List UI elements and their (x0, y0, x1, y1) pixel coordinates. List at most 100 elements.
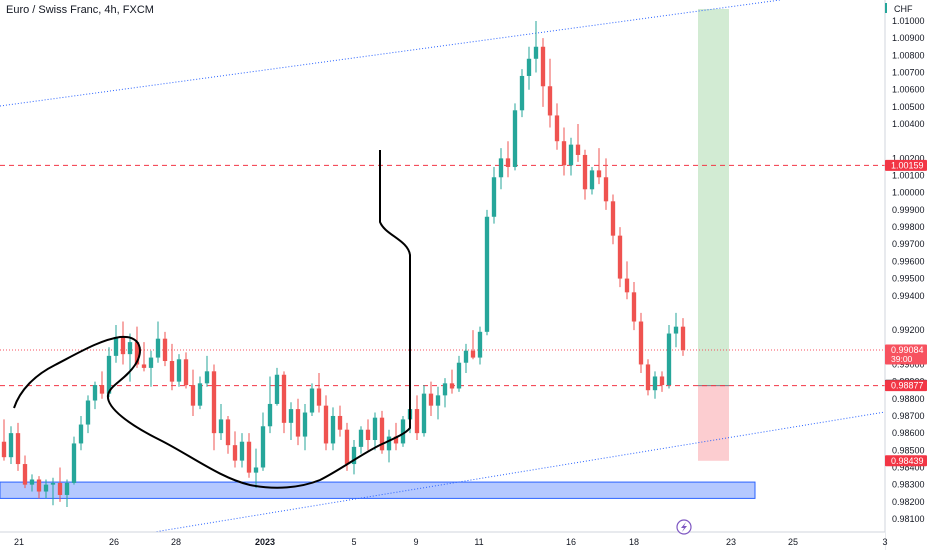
candle (477, 326, 483, 365)
candle-body (260, 426, 266, 468)
candle-body (484, 216, 490, 332)
candle (568, 137, 574, 176)
time-tick-label: 25 (788, 537, 798, 547)
candle-body (603, 177, 609, 202)
candle-body (64, 482, 70, 495)
candle-body (372, 417, 378, 441)
price-tick-label: 0.99800 (892, 222, 925, 232)
candle-body (624, 278, 630, 293)
candle-body (288, 409, 294, 423)
price-tick-label: 0.98200 (892, 497, 925, 507)
candle-body (148, 357, 154, 368)
candle-body (92, 385, 98, 401)
candle-body (120, 336, 126, 355)
candle-body (505, 158, 511, 167)
candles (1, 21, 686, 507)
candle (680, 318, 686, 356)
candle (652, 371, 658, 399)
candle (512, 103, 518, 171)
price-tick-label: 1.00600 (892, 85, 925, 95)
candle (442, 378, 448, 408)
candle (547, 58, 553, 128)
candle-body (659, 376, 665, 386)
time-tick-label: 11 (474, 537, 483, 547)
candle-body (8, 433, 14, 458)
price-tick-label: 0.99200 (892, 325, 925, 335)
price-label-bg (885, 380, 927, 392)
price-tick-label: 1.00000 (892, 188, 925, 198)
time-tick-label: 23 (726, 537, 736, 547)
candle (365, 419, 371, 451)
price-label-bg (885, 159, 927, 171)
candle-body (414, 409, 420, 434)
candle-body (309, 388, 315, 413)
time-axis-bg (0, 532, 885, 550)
candle (246, 433, 252, 478)
candle-body (204, 371, 210, 384)
candle-body (463, 350, 469, 363)
time-tick-label: 26 (109, 537, 119, 547)
candle (281, 371, 287, 434)
candle (225, 415, 231, 454)
candle-body (183, 359, 189, 386)
price-label-bg (885, 455, 927, 467)
price-label-text: 0.99084 (891, 345, 924, 355)
candle (218, 403, 224, 441)
price-tick-label: 1.00100 (892, 171, 925, 181)
candle-body (456, 362, 462, 389)
candle-body (568, 144, 574, 166)
candle (505, 141, 511, 178)
candle-body (169, 361, 175, 382)
time-tick-label: 18 (629, 537, 639, 547)
candle-body (22, 464, 28, 485)
candle-body (540, 46, 546, 87)
target-zone (698, 8, 729, 386)
candle (183, 352, 189, 389)
candle-body (99, 385, 105, 394)
candle (260, 412, 266, 471)
time-axis: 21 26 28 2023 5 9 11 16 18 23 25 3 (0, 531, 888, 550)
candle (309, 383, 315, 416)
support-zone-layer (0, 481, 756, 499)
candle (533, 21, 539, 73)
price-tick-label: 1.00800 (892, 50, 925, 60)
candle-body (106, 355, 112, 394)
candle (519, 69, 525, 118)
candle (617, 227, 623, 288)
candle-body (246, 441, 252, 473)
candle-body (680, 326, 686, 351)
candle (645, 359, 651, 396)
candle (379, 410, 385, 454)
candle-body (141, 364, 147, 368)
price-tick-label: 0.99400 (892, 291, 925, 301)
price-tick-label: 1.00200 (892, 153, 925, 163)
candle (540, 38, 546, 107)
price-label-bg (885, 344, 927, 365)
candle-body (470, 350, 476, 358)
candle (386, 429, 392, 463)
price-levels (0, 164, 885, 387)
candle-body (232, 445, 238, 461)
candle (638, 312, 644, 374)
candle (176, 354, 182, 387)
candle (624, 261, 630, 300)
candle-body (295, 409, 301, 437)
candle-body (512, 110, 518, 167)
candle (253, 448, 259, 489)
price-tick-label: 0.98300 (892, 480, 925, 490)
candle (414, 395, 420, 441)
price-tick-label: 1.01000 (892, 16, 925, 26)
candle-body (533, 46, 539, 59)
lightning-icon[interactable] (676, 519, 692, 535)
candle-body (575, 144, 581, 155)
candle-body (267, 403, 273, 427)
candle-body (190, 385, 196, 406)
candle-body (547, 86, 553, 116)
candle (288, 402, 294, 441)
candle-body (498, 158, 504, 178)
candle-body (127, 342, 133, 355)
candle (484, 209, 490, 336)
price-tick-label: 0.99700 (892, 239, 925, 249)
